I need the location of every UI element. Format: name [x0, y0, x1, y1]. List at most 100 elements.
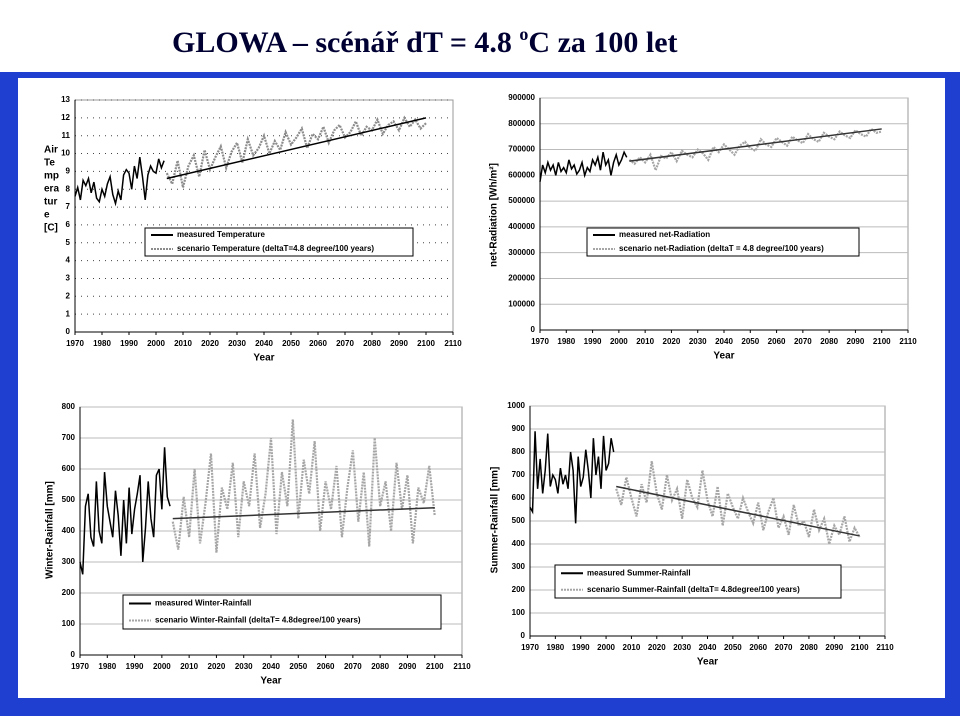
x-tick-label: 2030: [673, 643, 691, 652]
x-tick-label: 2040: [699, 643, 717, 652]
y-tick-label: 300: [62, 557, 76, 566]
x-tick-label: 2020: [648, 643, 666, 652]
x-tick-label: 1990: [126, 662, 144, 671]
y-tick-label: 600000: [508, 170, 535, 179]
y-tick-label: 400: [512, 539, 526, 548]
x-tick-label: 2100: [873, 337, 891, 346]
x-tick-label: 2010: [623, 643, 641, 652]
x-tick-label: 2040: [255, 339, 273, 348]
y-axis-label: net-Radiation [Wh/m²]: [489, 163, 500, 267]
legend-label: measured net-Radiation: [619, 230, 710, 239]
y-tick-label: 0: [71, 650, 76, 659]
x-tick-label: 2050: [724, 643, 742, 652]
x-tick-label: 2010: [174, 339, 192, 348]
x-tick-label: 2070: [794, 337, 812, 346]
trend-line: [616, 485, 860, 537]
legend-box: [586, 227, 860, 257]
title-part: C za 100 let: [528, 26, 677, 59]
y-tick-label: 6: [66, 220, 71, 229]
y-tick-label: 400000: [508, 222, 535, 231]
x-tick-label: 2000: [147, 339, 165, 348]
y-tick-label: 100000: [508, 299, 535, 308]
y-tick-label: 200000: [508, 274, 535, 283]
legend-label: scenario Summer-Rainfall (deltaT= 4.8deg…: [587, 585, 800, 594]
x-tick-label: 2070: [344, 662, 362, 671]
y-tick-label: 1000: [507, 401, 525, 410]
x-axis-label: Year: [260, 676, 281, 687]
y-tick-label: 0: [521, 631, 526, 640]
y-axis-label: mp: [44, 171, 59, 182]
x-tick-label: 1970: [66, 339, 84, 348]
x-tick-label: 2040: [715, 337, 733, 346]
y-tick-label: 800: [512, 447, 526, 456]
x-tick-label: 2010: [180, 662, 198, 671]
x-tick-label: 2080: [371, 662, 389, 671]
y-axis-label: Summer-Rainfall [mm]: [490, 467, 501, 574]
x-tick-label: 2100: [851, 643, 869, 652]
trend-line: [172, 507, 435, 520]
x-tick-label: 1970: [521, 643, 539, 652]
series-line: [79, 447, 171, 575]
x-tick-label: 2050: [282, 339, 300, 348]
legend-label: scenario Winter-Rainfall (deltaT= 4.8deg…: [155, 616, 361, 625]
x-tick-label: 2090: [847, 337, 865, 346]
y-tick-label: 900: [512, 424, 526, 433]
x-tick-label: 2050: [741, 337, 759, 346]
x-tick-label: 2080: [800, 643, 818, 652]
legend-box: [122, 594, 442, 630]
y-tick-label: 100: [62, 619, 76, 628]
y-axis-label: era: [44, 184, 59, 195]
x-tick-label: 2050: [289, 662, 307, 671]
x-tick-label: 2020: [201, 339, 219, 348]
y-tick-label: 0: [66, 327, 71, 336]
x-axis-label: Year: [253, 353, 274, 364]
x-tick-label: 2110: [876, 643, 894, 652]
x-tick-label: 2030: [689, 337, 707, 346]
y-tick-label: 5: [66, 238, 71, 247]
y-tick-label: 800: [62, 402, 76, 411]
y-tick-label: 13: [61, 95, 70, 104]
y-tick-label: 600: [512, 493, 526, 502]
legend-label: measured Winter-Rainfall: [155, 599, 251, 608]
legend-label: scenario Temperature (deltaT=4.8 degree/…: [177, 244, 374, 253]
x-tick-label: 2110: [444, 339, 462, 348]
legend-label: measured Temperature: [177, 230, 265, 239]
y-tick-label: 4: [66, 256, 71, 265]
y-tick-label: 900000: [508, 93, 535, 102]
y-axis-label: Air: [44, 145, 58, 156]
x-tick-label: 1980: [557, 337, 575, 346]
series-line: [165, 115, 427, 188]
legend-label: measured Summer-Rainfall: [587, 568, 691, 577]
x-tick-label: 1990: [120, 339, 138, 348]
x-tick-label: 2070: [775, 643, 793, 652]
x-tick-label: 1990: [584, 337, 602, 346]
y-tick-label: 600: [62, 464, 76, 473]
y-tick-label: 400: [62, 526, 76, 535]
y-tick-label: 1: [66, 309, 71, 318]
x-tick-label: 2110: [899, 337, 917, 346]
y-axis-label: tur: [44, 197, 57, 208]
trend-line: [629, 128, 882, 162]
x-tick-label: 1980: [98, 662, 116, 671]
x-tick-label: 2060: [768, 337, 786, 346]
title-part: GLOWA – scénář dT = 4.8: [172, 26, 519, 59]
x-tick-label: 2000: [153, 662, 171, 671]
y-tick-label: 700000: [508, 145, 535, 154]
x-tick-label: 2080: [820, 337, 838, 346]
x-tick-label: 2030: [228, 339, 246, 348]
y-axis-label: Winter-Rainfall [mm]: [45, 481, 56, 579]
x-tick-label: 2080: [363, 339, 381, 348]
series-line: [529, 431, 615, 524]
x-tick-label: 2020: [663, 337, 681, 346]
y-tick-label: 700: [512, 470, 526, 479]
x-tick-label: 2030: [235, 662, 253, 671]
x-tick-label: 2100: [417, 339, 435, 348]
x-tick-label: 2090: [399, 662, 417, 671]
y-tick-label: 3: [66, 274, 71, 283]
legend-box: [144, 227, 414, 257]
x-tick-label: 1970: [531, 337, 549, 346]
x-tick-label: 1980: [93, 339, 111, 348]
x-tick-label: 2040: [262, 662, 280, 671]
y-tick-label: 500: [512, 516, 526, 525]
